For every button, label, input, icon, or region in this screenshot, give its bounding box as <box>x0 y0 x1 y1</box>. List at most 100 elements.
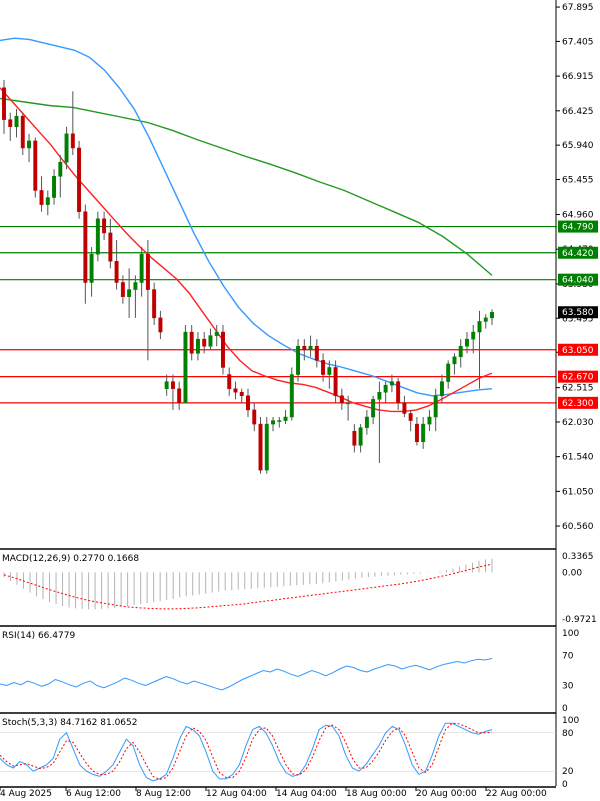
price-tick-label: 66.425 <box>562 107 594 117</box>
candle <box>183 324 188 404</box>
price-tick-label: 61.050 <box>562 487 594 497</box>
candle <box>264 417 269 474</box>
candle <box>158 310 163 340</box>
candle <box>465 332 469 354</box>
candle <box>221 324 225 375</box>
candle <box>195 332 200 361</box>
time-tick-label: 20 Aug 00:00 <box>416 789 477 799</box>
ma-slow-line <box>0 97 493 276</box>
candle <box>396 378 401 410</box>
candle <box>189 324 194 361</box>
candle <box>433 388 438 432</box>
candle <box>346 395 351 421</box>
rsi-tick-label: 70 <box>562 652 574 662</box>
rsi-tick-label: 100 <box>562 629 579 639</box>
candle <box>8 112 13 141</box>
candle <box>458 339 463 368</box>
candle <box>89 247 94 297</box>
candle <box>170 374 175 410</box>
level-tag <box>558 246 598 259</box>
rsi-line <box>0 658 493 691</box>
level-tag <box>558 370 598 383</box>
candle <box>327 360 332 389</box>
level-tag-label: 64.790 <box>562 223 594 233</box>
rsi-tick-label: 30 <box>562 682 574 692</box>
candle <box>52 169 57 205</box>
price-tick-label: 60.560 <box>562 522 594 532</box>
candle <box>427 409 432 432</box>
macd-title: MACD(12,26,9) 0.2770 0.1668 <box>2 554 139 564</box>
candle <box>227 367 232 396</box>
current-price-tag <box>558 306 598 319</box>
candle <box>214 324 219 347</box>
candle <box>439 374 444 403</box>
stoch-panel: Stoch(5,3,3) 84.7162 81.0652 100 80 20 0 <box>0 716 579 790</box>
candle <box>246 388 250 418</box>
stoch-tick-label: 80 <box>562 729 574 739</box>
candle <box>333 360 338 403</box>
price-tick-label: 66.915 <box>562 72 594 82</box>
candle <box>14 109 19 138</box>
candle <box>45 190 50 216</box>
candle <box>308 335 313 357</box>
candles <box>2 80 494 474</box>
candle <box>133 275 138 318</box>
candle <box>102 211 107 241</box>
rsi-tick-label: 0 <box>562 704 568 714</box>
candle <box>383 381 388 403</box>
stoch-tick-label: 100 <box>562 716 579 726</box>
stoch-title: Stoch(5,3,3) 84.7162 81.0652 <box>2 718 137 728</box>
candle <box>233 381 238 400</box>
price-tick-label: 62.030 <box>562 418 594 428</box>
candle <box>208 328 213 350</box>
time-tick-label: 22 Aug 00:00 <box>486 789 547 799</box>
candle <box>321 353 326 382</box>
candle <box>120 275 125 304</box>
price-tick-label: 61.540 <box>562 453 594 463</box>
candle <box>239 388 244 403</box>
candle <box>58 155 63 198</box>
candle <box>20 112 25 156</box>
stoch-tick-label: 20 <box>562 767 574 777</box>
time-tick-label: 6 Aug 12:00 <box>66 789 121 799</box>
candle <box>271 417 275 432</box>
candle <box>2 80 6 134</box>
ma-fast-line <box>0 87 493 413</box>
candle <box>33 137 38 198</box>
price-tick-label: 64.960 <box>562 211 594 221</box>
price-tick-label: 65.940 <box>562 141 594 151</box>
time-tick-label: 12 Aug 04:00 <box>206 789 267 799</box>
candle <box>371 395 376 425</box>
main-panel: 67.895 67.405 66.915 66.425 65.940 65.455 64.9… <box>0 3 598 532</box>
candle <box>164 374 169 396</box>
candle <box>446 360 451 389</box>
candle <box>258 417 263 474</box>
candle <box>77 140 82 219</box>
candle <box>358 424 363 453</box>
macd-tick-label: -0.9721 <box>562 615 597 625</box>
candle <box>389 374 394 393</box>
level-tag-label: 64.040 <box>562 276 594 286</box>
candle <box>490 309 494 325</box>
candle <box>114 240 119 290</box>
level-tag <box>558 220 598 233</box>
stoch-k-line <box>0 722 493 782</box>
current-price-label: 63.580 <box>562 308 594 318</box>
candle <box>302 339 307 361</box>
macd-panel: MACD(12,26,9) 0.2770 0.1668 0.3365 0.00 -0.… <box>2 552 597 625</box>
candle <box>70 91 75 156</box>
price-tick-label: 67.895 <box>562 3 594 13</box>
candle <box>408 409 413 432</box>
candle <box>339 388 344 410</box>
candle <box>314 339 319 368</box>
time-tick-label: 8 Aug 12:00 <box>136 789 191 799</box>
candle <box>27 133 31 163</box>
time-tick-label: 18 Aug 00:00 <box>346 789 407 799</box>
candle <box>421 417 426 449</box>
level-tag <box>558 396 598 409</box>
candle <box>277 417 282 428</box>
rsi-title: RSI(14) 66.4779 <box>2 631 75 641</box>
price-tick-label: 62.515 <box>562 384 594 394</box>
price-tick-label: 67.405 <box>562 37 594 47</box>
